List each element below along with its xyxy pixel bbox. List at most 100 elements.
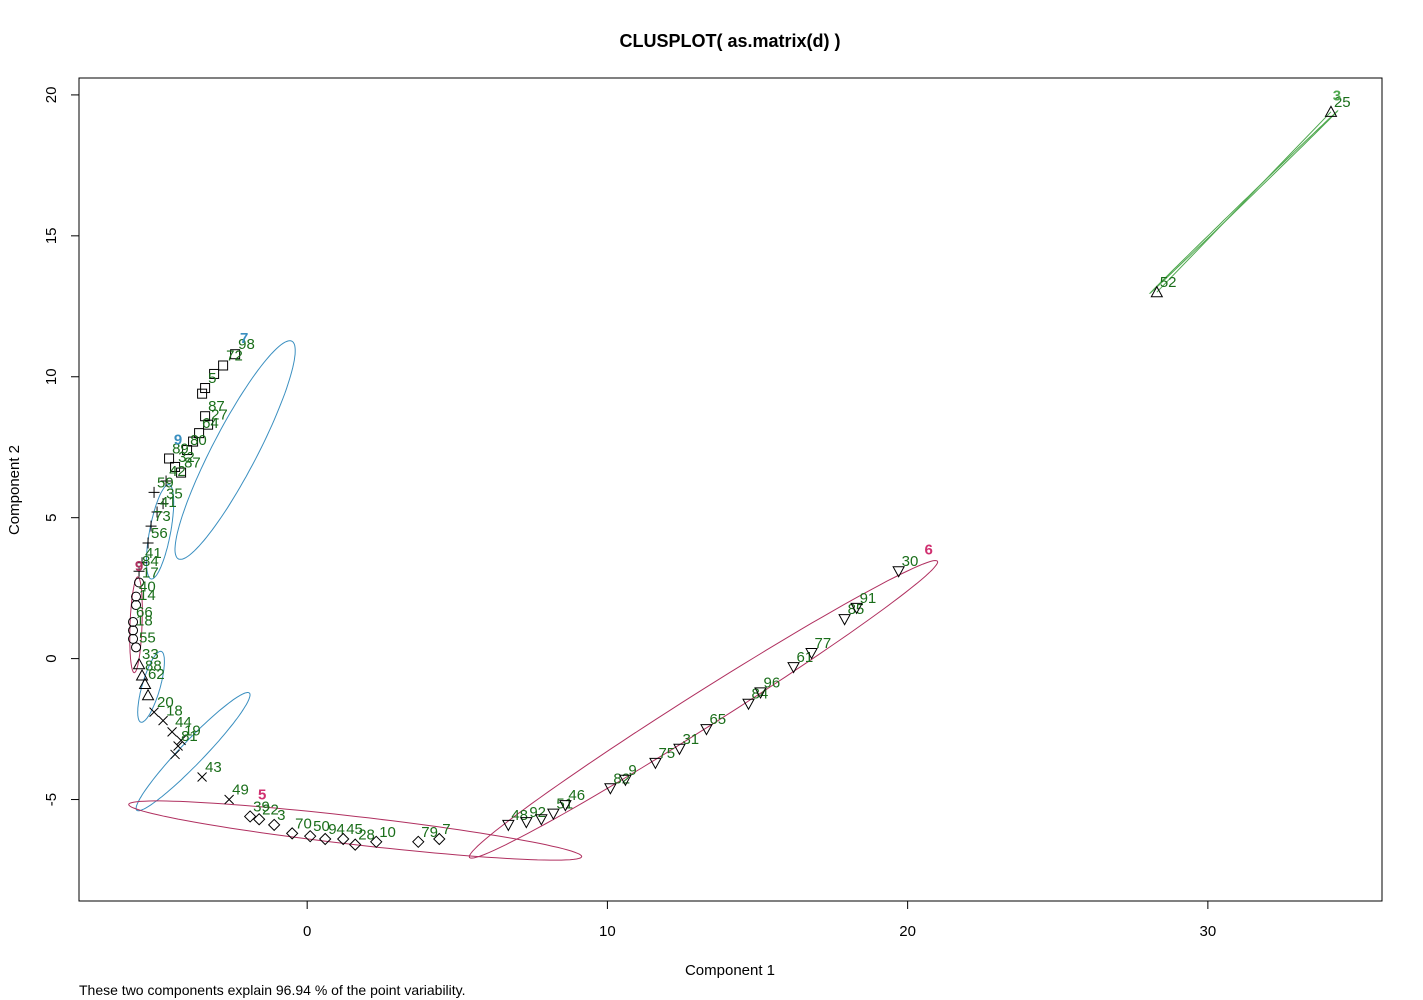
point-label-0-1: 72 xyxy=(226,347,243,364)
x-axis-label: Component 1 xyxy=(685,962,775,979)
point-label-6-16: 30 xyxy=(902,553,919,570)
point-label-6-3: 51 xyxy=(556,796,573,813)
point-marker-0-8 xyxy=(188,436,199,447)
point-label-1-1: 59 xyxy=(157,474,174,491)
point-label-1-3: 41 xyxy=(160,494,177,511)
cluster-label-2: 9 xyxy=(174,431,182,448)
point-marker-0-3 xyxy=(200,383,211,394)
point-label-4-4: 81 xyxy=(181,728,198,745)
point-marker-0-9 xyxy=(182,445,193,456)
point-marker-5-7 xyxy=(349,838,362,851)
point-label-0-7: 64 xyxy=(202,415,219,432)
point-label-5-6: 45 xyxy=(346,821,363,838)
point-label-6-8: 31 xyxy=(682,731,699,748)
point-label-7-0: 52 xyxy=(1160,274,1177,291)
point-marker-4-6 xyxy=(197,772,207,782)
cluster-ellipse-6 xyxy=(468,559,939,859)
cluster-ellipse-7 xyxy=(1148,109,1339,294)
point-marker-5-8 xyxy=(370,835,383,849)
point-label-1-4: 73 xyxy=(154,508,171,525)
cluster-ellipse-5 xyxy=(128,800,583,861)
cluster-label-5: 3 xyxy=(1333,88,1341,105)
x-tick-label-1: 10 xyxy=(599,923,616,940)
point-label-6-15: 91 xyxy=(860,590,877,607)
point-marker-4-3 xyxy=(176,735,186,746)
point-label-1-7: 84 xyxy=(142,553,159,570)
point-label-4-0: 20 xyxy=(157,694,174,711)
point-marker-1-7 xyxy=(133,565,145,577)
point-label-3-2: 62 xyxy=(148,666,165,683)
point-label-5-9: 79 xyxy=(421,824,438,841)
point-marker-4-2 xyxy=(167,727,177,737)
cluster-ellipse-4 xyxy=(135,692,251,812)
point-label-1-0: 42 xyxy=(169,463,186,480)
point-label-5-2: 3 xyxy=(277,807,285,824)
point-label-4-1: 18 xyxy=(166,703,183,720)
y-tick-label-3: 10 xyxy=(43,368,60,385)
point-marker-0-2 xyxy=(209,368,220,379)
y-tick-label-5: 20 xyxy=(43,87,60,104)
point-marker-4-5 xyxy=(170,749,180,760)
x-tick-label-2: 20 xyxy=(899,923,916,940)
point-marker-0-6 xyxy=(203,419,214,430)
point-label-6-1: 92 xyxy=(529,804,546,821)
variability-note: These two components explain 96.94 % of … xyxy=(79,982,466,998)
point-label-6-4: 46 xyxy=(568,787,585,804)
point-label-4-3: 19 xyxy=(184,722,201,739)
point-label-2-2: 14 xyxy=(139,587,156,604)
cluster-label-0: 6 xyxy=(924,541,932,558)
point-marker-6-12 xyxy=(787,662,800,674)
point-marker-2-1 xyxy=(131,591,142,602)
point-marker-6-5 xyxy=(604,783,617,795)
point-label-5-5: 94 xyxy=(328,821,345,838)
y-tick-label-2: 5 xyxy=(43,514,60,522)
y-axis: -5 0 5 10 15 20 xyxy=(43,87,79,806)
point-label-5-8: 10 xyxy=(379,824,396,841)
point-marker-0-5 xyxy=(200,411,211,422)
point-label-1-6: 41 xyxy=(145,545,162,562)
point-marker-5-9 xyxy=(412,835,425,849)
point-marker-2-2 xyxy=(131,600,142,611)
point-label-6-6: 9 xyxy=(628,762,636,779)
point-label-6-7: 75 xyxy=(658,745,675,762)
point-marker-6-11 xyxy=(754,687,767,699)
point-marker-5-0 xyxy=(243,810,257,823)
point-marker-6-7 xyxy=(649,757,662,770)
point-label-0-11: 32 xyxy=(178,449,195,466)
point-label-3-1: 88 xyxy=(145,658,162,675)
point-marker-6-8 xyxy=(673,743,686,756)
point-marker-6-16 xyxy=(892,566,905,578)
point-marker-1-4 xyxy=(145,520,157,532)
point-label-2-0: 17 xyxy=(142,565,159,582)
point-marker-5-3 xyxy=(285,827,299,840)
point-marker-5-1 xyxy=(252,813,266,826)
cluster-ellipse-3 xyxy=(137,650,165,723)
point-marker-5-10 xyxy=(433,832,446,846)
point-label-2-4: 18 xyxy=(136,612,153,629)
point-label-6-9: 65 xyxy=(709,711,726,728)
point-marker-3-2 xyxy=(138,677,152,689)
point-marker-6-0 xyxy=(501,819,515,832)
point-marker-3-1 xyxy=(135,668,149,681)
point-marker-6-14 xyxy=(838,614,851,626)
cluster-label-3: 9 xyxy=(135,558,143,575)
point-marker-0-11 xyxy=(170,461,181,472)
point-label-5-0: 39 xyxy=(253,798,270,815)
point-marker-3-3 xyxy=(141,688,155,701)
point-marker-0-4 xyxy=(197,388,208,399)
point-label-4-2: 44 xyxy=(175,714,192,731)
cluster-segment xyxy=(1156,111,1332,293)
point-marker-5-5 xyxy=(318,832,332,846)
cluster-labels: 6 7 9 9 5 3 xyxy=(135,88,1341,804)
point-label-6-11: 96 xyxy=(764,674,781,691)
point-label-2-6: 55 xyxy=(139,629,156,646)
point-marker-1-0 xyxy=(160,475,172,487)
point-marker-2-6 xyxy=(131,642,142,653)
cluster-ellipse-1 xyxy=(145,484,175,580)
point-label-0-0: 98 xyxy=(238,336,255,353)
point-marker-0-7 xyxy=(194,428,205,439)
point-marker-2-3 xyxy=(128,616,139,627)
point-label-5-10: 7 xyxy=(442,821,450,838)
y-tick-label-0: -5 xyxy=(43,793,60,806)
